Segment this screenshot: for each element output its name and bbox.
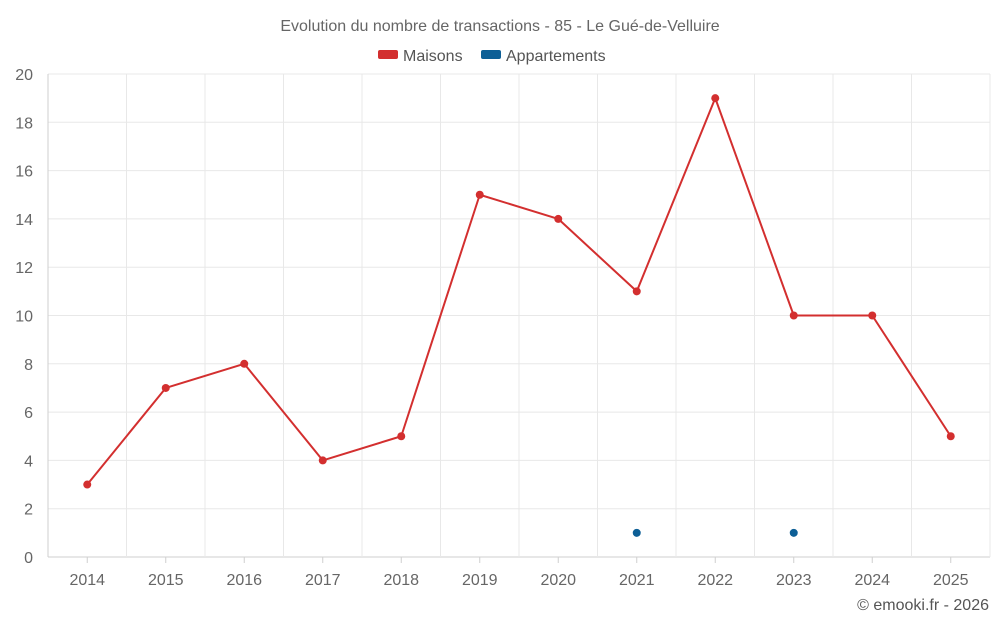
y-tick-label: 20 bbox=[15, 67, 33, 84]
data-point-appartements[interactable] bbox=[632, 528, 641, 537]
y-tick-label: 4 bbox=[24, 453, 33, 470]
y-tick-label: 0 bbox=[24, 550, 33, 567]
legend: Maisons Appartements bbox=[378, 48, 606, 65]
y-tick-label: 18 bbox=[15, 115, 33, 132]
x-tick-label: 2025 bbox=[933, 572, 969, 589]
legend-item-appartements[interactable]: Appartements bbox=[481, 48, 606, 65]
grid bbox=[47, 73, 991, 558]
data-point-maisons[interactable] bbox=[161, 383, 170, 392]
credit-text: © emooki.fr - 2026 bbox=[857, 597, 989, 614]
x-tick-label: 2023 bbox=[776, 572, 812, 589]
legend-swatch-appartements bbox=[481, 50, 501, 59]
chart-title: Evolution du nombre de transactions - 85… bbox=[280, 18, 719, 35]
series-line-maisons bbox=[86, 97, 952, 486]
x-tick-label: 2020 bbox=[540, 572, 576, 589]
legend-label-appartements: Appartements bbox=[506, 48, 606, 65]
data-point-appartements[interactable] bbox=[789, 528, 798, 537]
x-tick-label: 2014 bbox=[69, 572, 105, 589]
y-axis: 0 2 4 6 8 10 12 14 16 18 20 bbox=[15, 67, 33, 567]
x-tick-label: 2016 bbox=[226, 572, 262, 589]
data-point-maisons[interactable] bbox=[554, 214, 563, 223]
y-tick-label: 6 bbox=[24, 405, 33, 422]
x-tick-label: 2024 bbox=[854, 572, 890, 589]
data-point-maisons[interactable] bbox=[397, 432, 406, 441]
data-point-maisons[interactable] bbox=[868, 311, 877, 320]
x-tick-label: 2019 bbox=[462, 572, 498, 589]
y-tick-label: 8 bbox=[24, 357, 33, 374]
y-tick-label: 16 bbox=[15, 164, 33, 181]
x-tick-label: 2021 bbox=[619, 572, 655, 589]
y-tick-label: 12 bbox=[15, 260, 33, 277]
data-point-maisons[interactable] bbox=[83, 480, 92, 489]
data-point-maisons[interactable] bbox=[475, 190, 484, 199]
x-tick-label: 2015 bbox=[148, 572, 184, 589]
x-tick-label: 2017 bbox=[305, 572, 341, 589]
y-tick-label: 14 bbox=[15, 212, 33, 229]
x-tick-label: 2018 bbox=[383, 572, 419, 589]
x-tick-label: 2022 bbox=[697, 572, 733, 589]
legend-label-maisons: Maisons bbox=[403, 48, 463, 65]
legend-item-maisons[interactable]: Maisons bbox=[378, 48, 463, 65]
series bbox=[83, 94, 955, 537]
legend-swatch-maisons bbox=[378, 50, 398, 59]
y-tick-label: 10 bbox=[15, 309, 33, 326]
data-point-maisons[interactable] bbox=[318, 456, 327, 465]
data-point-maisons[interactable] bbox=[240, 359, 249, 368]
data-point-maisons[interactable] bbox=[946, 432, 955, 441]
y-tick-label: 2 bbox=[24, 502, 33, 519]
data-point-maisons[interactable] bbox=[711, 94, 720, 103]
data-point-maisons[interactable] bbox=[789, 311, 798, 320]
x-axis: 2014 2015 2016 2017 2018 2019 2020 2021 2022 2023… bbox=[69, 557, 969, 589]
data-point-maisons[interactable] bbox=[632, 287, 641, 296]
